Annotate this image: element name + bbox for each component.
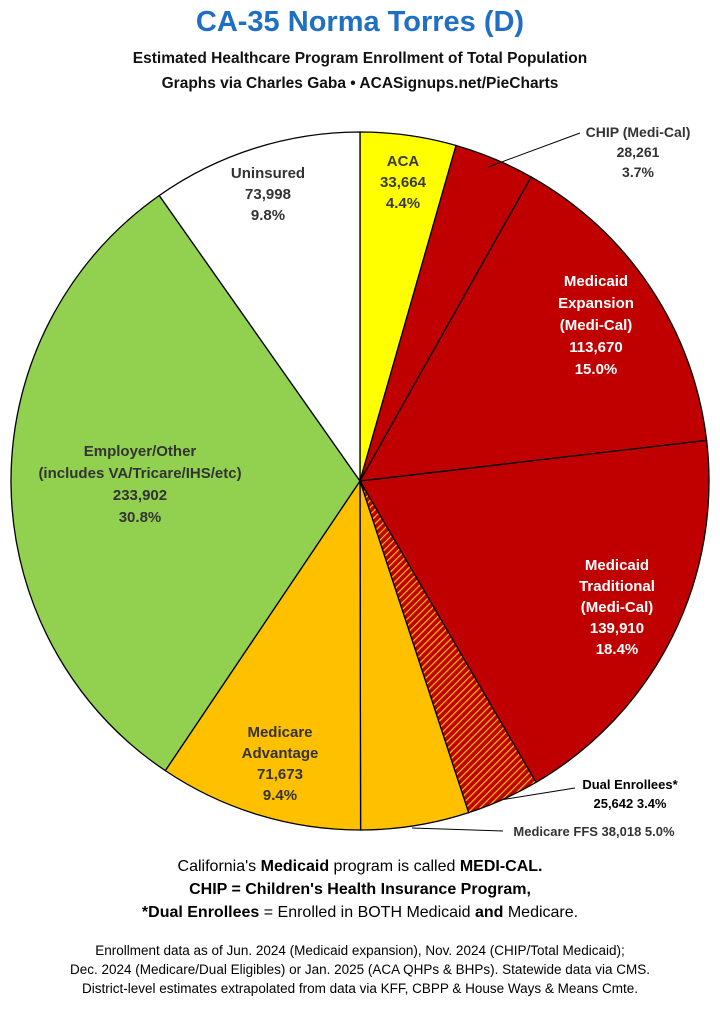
pie-slice-8 [158,131,361,484]
leader-lines [411,132,581,832]
footer-line-1: Enrollment data as of Jun. 2024 (Medicai… [95,943,625,958]
slice-labels: ACA 33,664 4.4% CHIP (Medi-Cal) 28,261 3.7% Me… [38,124,690,839]
footer-line-3: District-level estimates extrapolated fr… [82,981,638,996]
chart-credit: Graphs via Charles Gaba • ACASignups.net… [161,75,559,92]
slice-label-8: Uninsured 73,998 9.8% [231,165,305,224]
slice-label-4: Dual Enrollees* 25,642 3.4% [582,777,678,811]
leader-line-2 [411,827,504,832]
leader-line-1 [499,787,576,801]
medi-cal-note: California's Medicaid program is called … [177,858,543,875]
pie-slice-7 [10,194,361,772]
dual-enrollees-note: *Dual Enrollees = Enrolled in BOTH Medic… [141,904,579,921]
slice-label-6: Medicare Advantage 71,673 9.4% [242,724,319,804]
leader-line-0 [487,132,581,168]
chart-title: CA-35 Norma Torres (D) [195,6,525,38]
pie-slice-3 [358,439,710,784]
chart-subtitle: Estimated Healthcare Program Enrollment … [132,50,588,67]
slice-label-7: Employer/Other (includes VA/Tricare/IHS/e… [38,443,241,526]
pie-chart: ACA 33,664 4.4% CHIP (Medi-Cal) 28,261 3.7% Me… [10,124,710,839]
footer-line-2: Dec. 2024 (Medicare/Dual Eligibles) or J… [70,962,650,977]
pie-slice-6 [164,478,362,831]
pie-slice-2 [358,176,708,482]
pie-slices [10,131,710,831]
slice-label-2: Medicaid Expansion (Medi-Cal) 113,670 15.0% [558,273,634,378]
slice-label-1: CHIP (Medi-Cal) 28,261 3.7% [586,124,691,180]
slice-label-3: Medicaid Traditional (Medi-Cal) 139,910 18.4… [579,557,655,658]
chip-note: CHIP = Children's Health Insurance Progr… [189,881,531,898]
slice-label-5: Medicare FFS 38,018 5.0% [513,824,675,839]
slice-label-0: ACA 33,664 4.4% [380,153,427,212]
